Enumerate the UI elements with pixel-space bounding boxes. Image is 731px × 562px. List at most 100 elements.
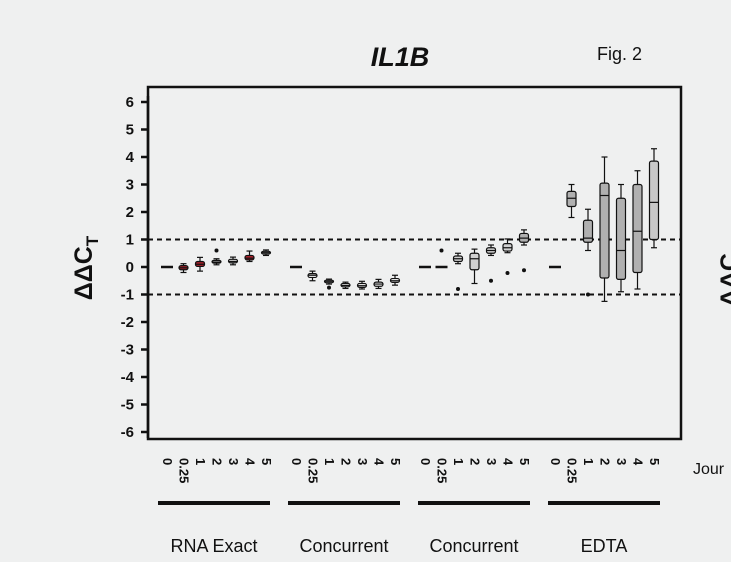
- y-axis-label-subscript: T: [83, 235, 102, 246]
- x-tick-label: 1: [451, 458, 466, 465]
- box-plot: [518, 229, 530, 273]
- box-plot: [211, 248, 222, 266]
- box-plot: [307, 270, 318, 282]
- x-tick-label: 1: [581, 458, 596, 465]
- box-outlier: [327, 285, 331, 290]
- box-outlier: [439, 248, 444, 253]
- y-tick-label: -3: [121, 342, 134, 359]
- box-body: [582, 219, 594, 243]
- box-plot: [260, 249, 272, 257]
- y-tick-label: 0: [126, 259, 134, 276]
- figure-label: Fig. 2: [597, 44, 642, 64]
- group-bar: [418, 501, 530, 505]
- y-tick-label: 2: [126, 204, 134, 221]
- box-outlier: [489, 278, 493, 283]
- box-plot: [178, 263, 189, 274]
- y-tick-label: 4: [126, 149, 135, 166]
- x-tick-label: 4: [631, 458, 646, 466]
- box-plot: [648, 148, 660, 249]
- x-tick-label: 1: [322, 458, 337, 465]
- box-outlier: [505, 271, 510, 276]
- x-tick-label: 3: [484, 458, 499, 465]
- box-plot: [615, 183, 627, 293]
- box-body: [469, 252, 480, 271]
- x-tick-label: 1: [193, 458, 208, 465]
- y-tick-label: -5: [121, 397, 134, 414]
- y-tick-label: -1: [121, 287, 134, 304]
- box-body: [632, 183, 643, 274]
- group-bar: [158, 501, 270, 505]
- box-plot: [194, 256, 206, 272]
- box-plot: [452, 252, 464, 291]
- x-tick-label: 0.25: [435, 458, 450, 483]
- x-tick-label: 2: [339, 458, 354, 465]
- box-plot: [244, 250, 255, 263]
- x-tick-label: 4: [501, 458, 516, 466]
- group-name: Concurrent: [429, 536, 518, 556]
- box-body: [615, 197, 627, 280]
- y-tick-label: -4: [121, 369, 135, 386]
- group-labels: RNA Exact Concurrent Concurrent EDTA: [158, 501, 660, 556]
- x-tick-label: 3: [614, 458, 629, 465]
- box-body: [566, 190, 577, 208]
- box-outlier: [456, 287, 460, 291]
- box-plot: [340, 281, 351, 290]
- box-plot: [469, 248, 480, 285]
- svg-text:ΔΔCT: ΔΔCT: [70, 235, 102, 300]
- box-plot: [599, 156, 610, 302]
- y-tick-label: 5: [126, 122, 134, 139]
- x-tick-label: 0: [289, 458, 304, 465]
- box-plot: [566, 183, 577, 219]
- y-tick-label: 3: [126, 177, 134, 194]
- y-tick-label: -6: [121, 424, 134, 441]
- box-body: [648, 160, 660, 241]
- box-plot: [389, 274, 401, 286]
- partial-right-text: Jour: [693, 461, 725, 478]
- x-tick-label: 2: [598, 458, 613, 465]
- x-tick-label: 3: [355, 458, 370, 465]
- x-tick-label: 0.25: [177, 458, 192, 483]
- x-tick-label: 4: [243, 458, 258, 466]
- x-tick-label: 5: [388, 458, 403, 465]
- group-bar: [548, 501, 660, 505]
- box-outlier: [214, 248, 219, 253]
- chart-title: IL1B: [371, 42, 430, 72]
- x-tick-label: 5: [259, 458, 274, 465]
- y-tick-label: -2: [121, 314, 134, 331]
- box-plots: [161, 148, 660, 302]
- box-plot: [582, 208, 594, 297]
- y-tick-label: 6: [126, 94, 134, 111]
- x-tick-label: 0.25: [565, 458, 580, 483]
- box-plot: [632, 170, 643, 290]
- box-body: [599, 182, 610, 279]
- x-tick-label: 0: [548, 458, 563, 465]
- x-tick-label: 5: [647, 458, 662, 465]
- box-plot: [323, 278, 335, 290]
- group-name: EDTA: [581, 536, 628, 556]
- x-tick-label: 5: [517, 458, 532, 465]
- x-tick-label: 2: [210, 458, 225, 465]
- partial-right-ylabel-text: ΔΔC: [716, 253, 731, 307]
- box-outlier: [586, 292, 590, 297]
- x-tick-label: 4: [372, 458, 387, 466]
- box-plot: [485, 244, 497, 283]
- x-tick-label: 2: [468, 458, 483, 465]
- x-tick-label: 0.25: [306, 458, 321, 483]
- box-plot: [435, 248, 448, 269]
- group-name: Concurrent: [299, 536, 388, 556]
- group-bar: [288, 501, 400, 505]
- x-tick-label: 3: [226, 458, 241, 465]
- y-axis-label-main: ΔΔC: [70, 246, 98, 300]
- y-axis-label: ΔΔCT: [70, 235, 102, 300]
- x-axis-labels: 0 0.25 1 2 3 4 5 0 0.25 1 2 3 4 5 0 0.25 1 2 3 4 5 0 0.25 1 2 3 4 5: [160, 458, 662, 483]
- box-plot: [356, 280, 368, 290]
- x-tick-label: 0: [160, 458, 175, 465]
- y-axis: 6 5 4 3 2 1 0 -1 -2 -3 -4 -5 -6: [121, 94, 150, 441]
- box-plot: [227, 256, 239, 266]
- x-tick-label: 0: [418, 458, 433, 465]
- y-tick-label: 1: [126, 232, 134, 249]
- partial-right-ylabel: ΔΔC: [716, 253, 731, 307]
- box-outlier: [522, 268, 526, 273]
